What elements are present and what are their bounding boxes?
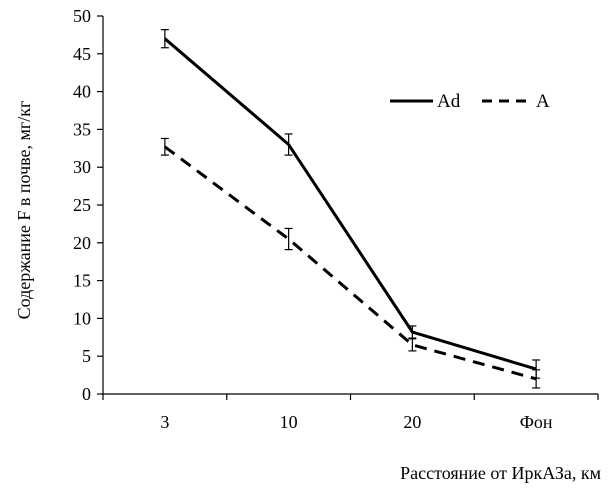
x-tick-label: 10: [280, 412, 298, 432]
y-tick-label: 10: [73, 308, 91, 328]
series-line-a: [165, 147, 536, 379]
x-axis-title: Расстояние от ИркАЗа, км: [400, 463, 601, 483]
y-tick-label: 25: [73, 195, 91, 215]
x-tick-label: 3: [160, 412, 169, 432]
y-tick-label: 0: [82, 384, 91, 404]
y-tick-label: 40: [73, 82, 91, 102]
tick-labels: 0 5 10 15 20 25 30 35 40 45 50 3 10 20 Фон: [73, 6, 553, 432]
x-tick-label: Фон: [520, 412, 553, 432]
y-axis-title: Содержание F в почве, мг/кг: [14, 101, 34, 320]
legend: Ad A: [390, 91, 550, 112]
error-bar-a: [161, 138, 169, 155]
y-tick-label: 20: [73, 233, 91, 253]
series-line-ad: [165, 39, 536, 369]
error-bar-a: [285, 228, 293, 249]
y-tick-label: 50: [73, 6, 91, 26]
y-tick-label: 35: [73, 119, 91, 139]
error-bar-ad: [285, 134, 293, 155]
axes: [97, 16, 598, 400]
legend-label-ad: Ad: [437, 91, 461, 112]
legend-label-a: A: [536, 91, 550, 112]
y-tick-label: 5: [82, 346, 91, 366]
y-tick-label: 30: [73, 157, 91, 177]
error-bar-ad: [161, 30, 169, 48]
data-series: [161, 30, 540, 388]
y-tick-label: 45: [73, 44, 91, 64]
x-tick-label: 20: [403, 412, 421, 432]
error-bar-a: [408, 339, 416, 351]
y-tick-label: 15: [73, 271, 91, 291]
